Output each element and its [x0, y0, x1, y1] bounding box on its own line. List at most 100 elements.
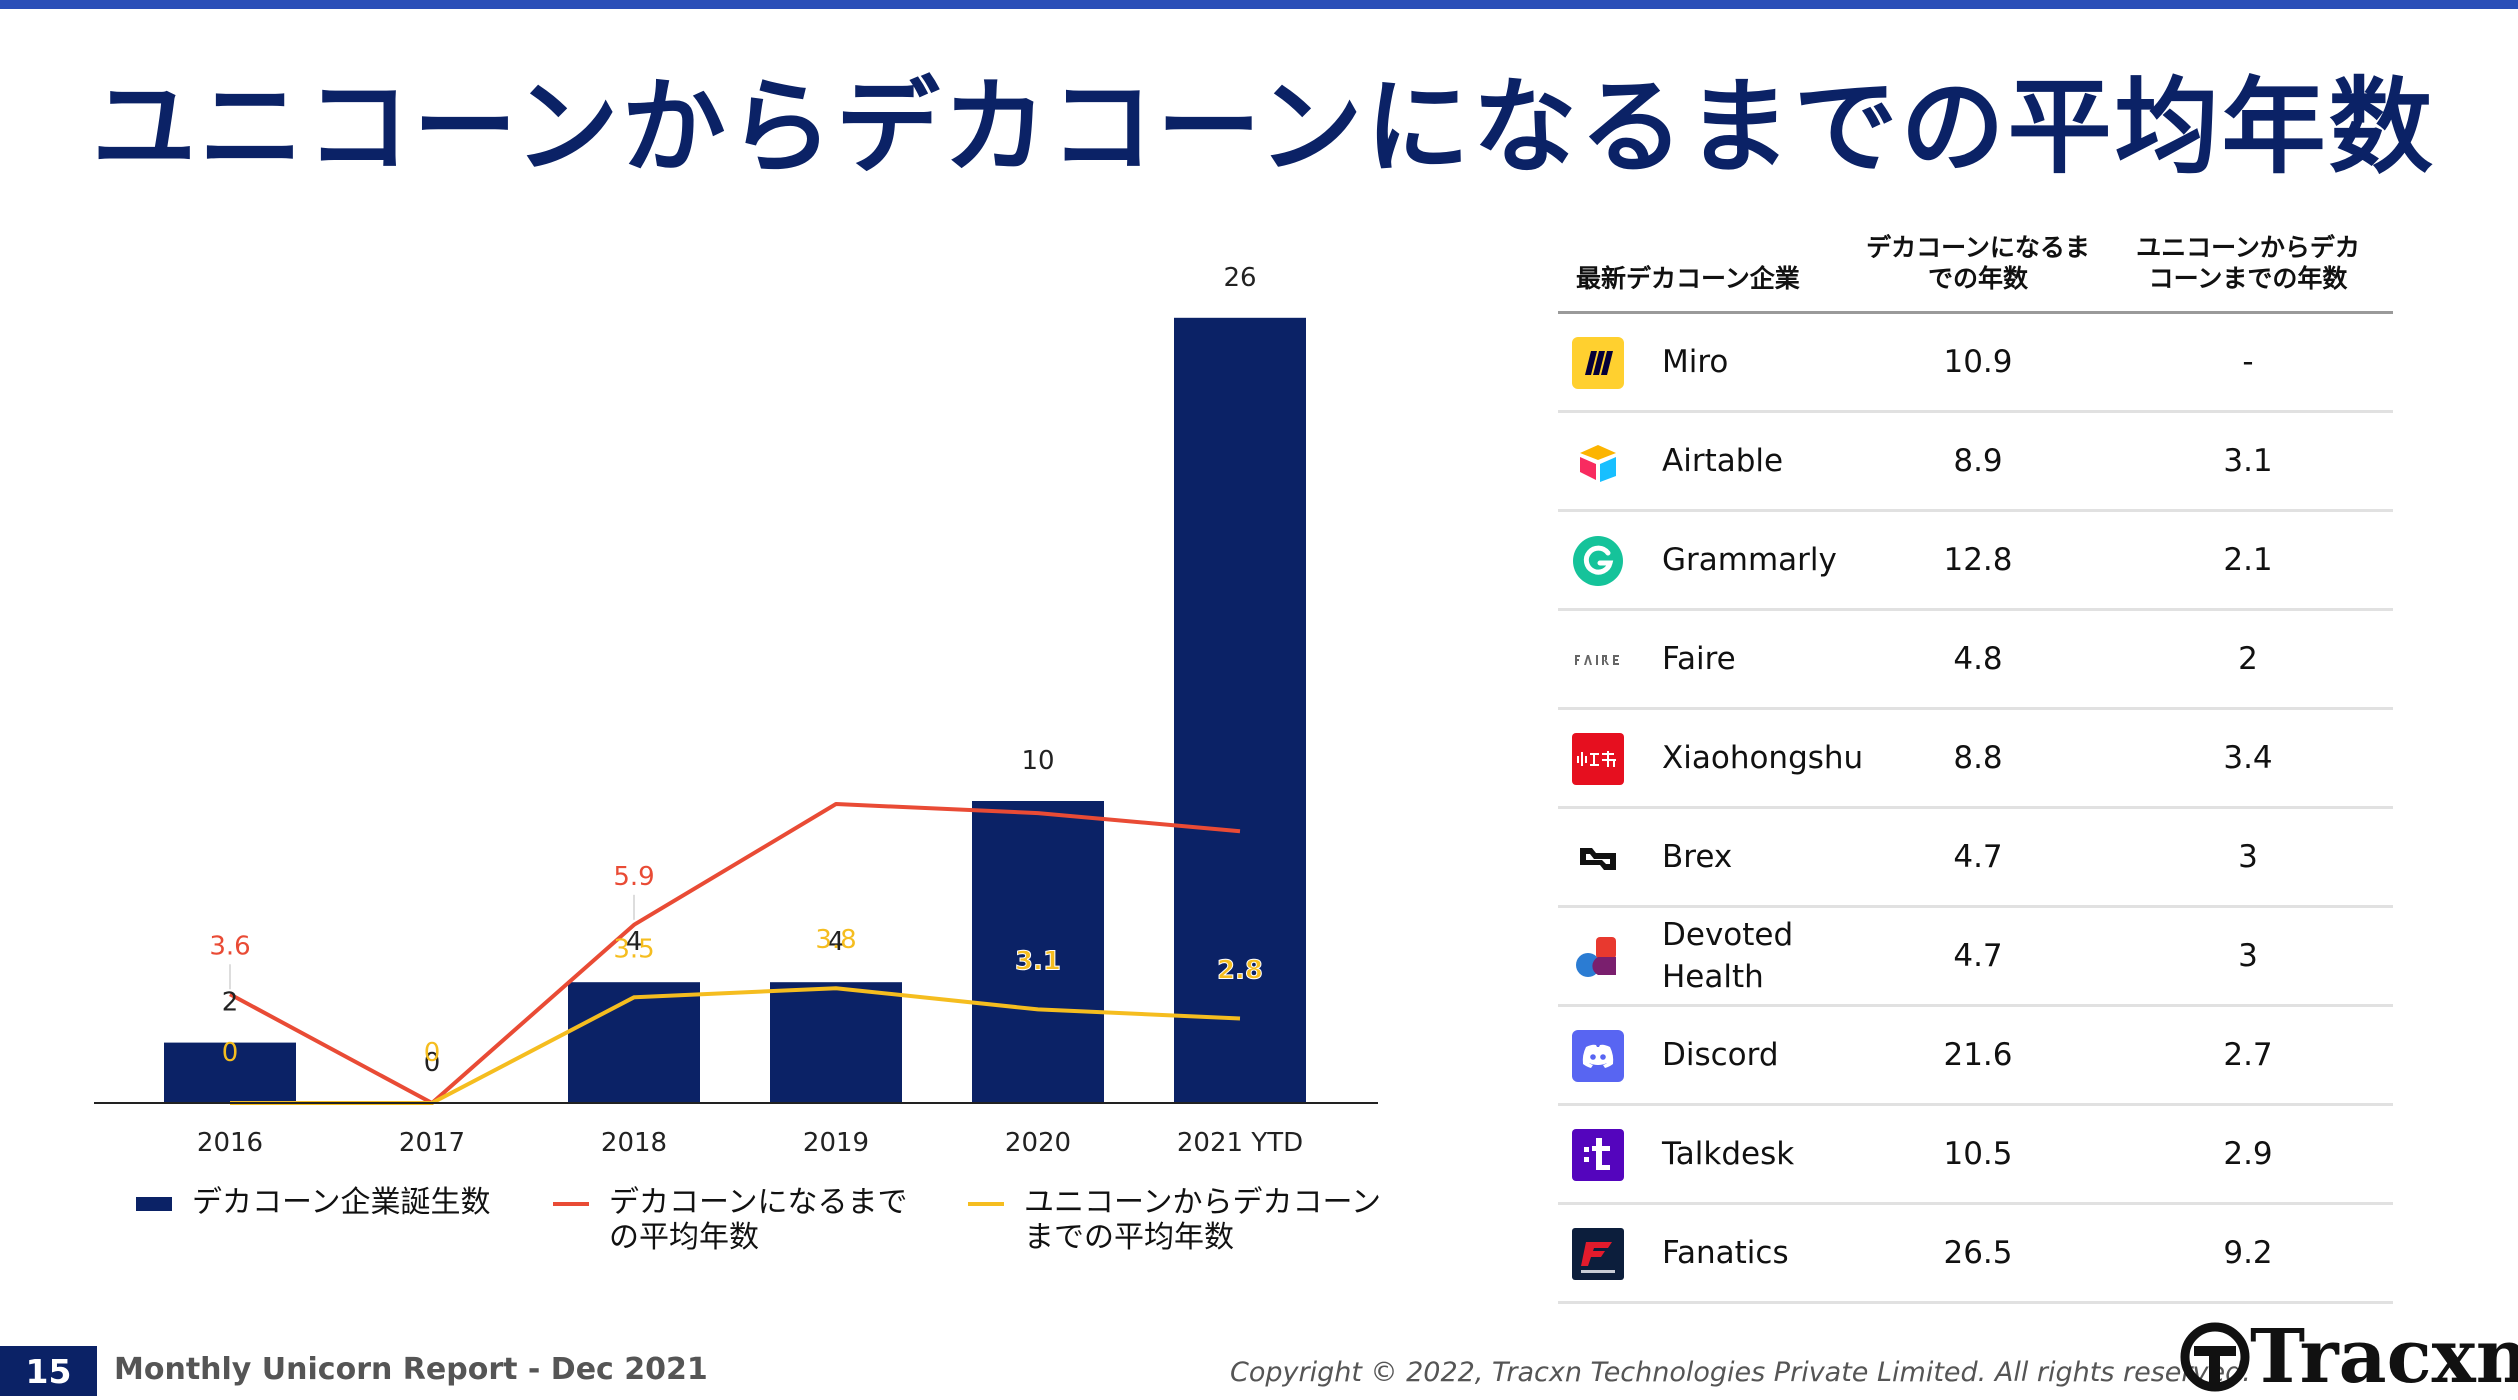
table-header: 最新デカコーン企業 デカコーンになるま での年数 ユニコーンからデカ コーンまで… [1558, 225, 2393, 314]
top-accent-rule [0, 0, 2518, 9]
header-years-to-decacorn-line1: デカコーンになるま [1866, 233, 2090, 262]
company-name: Grammarly [1662, 542, 1837, 578]
red-line-avg-years-to-decacorn [229, 802, 1241, 1105]
yellow-label-2020: 3.1 [1015, 946, 1061, 976]
years-unicorn-to-decacorn: 3.1 [2223, 443, 2273, 479]
table-row: Brex 4.7 3 [1558, 809, 2393, 908]
bar-label-2021 YTD: 26 [1223, 263, 1256, 293]
brand-name: Tracxn [2250, 1314, 2518, 1400]
company-name: Airtable [1662, 443, 1784, 479]
copyright-text: Copyright © 2022, Tracxn Technologies Pr… [1230, 1357, 2251, 1388]
bar-label-2019: 4 [828, 927, 845, 957]
years-unicorn-to-decacorn: 3 [2238, 938, 2258, 974]
table-row: Talkdesk 10.5 2.9 [1558, 1106, 2393, 1205]
company-name: Discord [1662, 1037, 1779, 1073]
company-name: Faire [1662, 641, 1736, 677]
company-name: Xiaohongshu [1662, 740, 1864, 776]
legend-yellow-label-1: ユニコーンからデカコーン [1024, 1185, 1381, 1220]
company-name: Devoted Health [1662, 917, 1794, 995]
table-row: Xiaohongshu 8.8 3.4 [1558, 710, 2393, 809]
bar-label-2017: 0 [424, 1048, 441, 1078]
years-unicorn-to-decacorn: 3 [2238, 839, 2258, 875]
years-unicorn-to-decacorn: 9.2 [2223, 1235, 2273, 1271]
company-name: Brex [1662, 839, 1733, 875]
page-number: 15 [0, 1346, 97, 1396]
bar-2021 YTD [1174, 317, 1306, 1103]
table-row: Miro 10.9 - [1558, 314, 2393, 413]
header-company: 最新デカコーン企業 [1576, 264, 1800, 293]
years-unicorn-to-decacorn: 2.1 [2223, 542, 2273, 578]
years-unicorn-to-decacorn: - [2242, 344, 2254, 380]
years-unicorn-to-decacorn: 2.7 [2223, 1037, 2273, 1073]
yellow-label-2021 YTD: 2.8 [1217, 955, 1263, 985]
talkdesk-logo-icon [1572, 1129, 1624, 1181]
years-to-decacorn: 4.7 [1953, 938, 2003, 974]
bar-2018 [568, 982, 700, 1103]
legend-yellow-label-2: までの平均年数 [1024, 1220, 1234, 1255]
grammarly-logo-icon [1572, 535, 1624, 587]
legend-bar-label: デカコーン企業誕生数 [192, 1185, 491, 1220]
legend-yellow-swatch [968, 1202, 1004, 1206]
tracxn-logo-icon [2180, 1322, 2250, 1392]
airtable-logo-icon [1572, 436, 1624, 488]
xiaohongshu-logo-icon [1572, 733, 1624, 785]
fanatics-logo-icon [1572, 1228, 1624, 1280]
faire-logo-icon [1572, 634, 1624, 686]
bar-2016 [164, 1042, 296, 1103]
years-to-decacorn: 21.6 [1943, 1037, 2013, 1073]
yellow-label-2016: 0 [222, 1038, 239, 1068]
miro-logo-icon [1572, 337, 1624, 389]
yellow-label-2019: 3.8 [815, 925, 856, 955]
discord-logo-icon [1572, 1030, 1624, 1082]
bar-label-2016: 2 [222, 988, 239, 1018]
table-row: Fanatics 26.5 9.2 [1558, 1205, 2393, 1304]
years-to-decacorn: 4.8 [1953, 641, 2003, 677]
header-years-unicorn-to-decacorn-line1: ユニコーンからデカ [2136, 233, 2360, 262]
bar-label-2018: 4 [626, 927, 643, 957]
header-years-unicorn-to-decacorn-line2: コーンまでの年数 [2148, 264, 2348, 293]
years-unicorn-to-decacorn: 2.9 [2223, 1136, 2273, 1172]
tracxn-logo: Tracxn [2180, 1314, 2518, 1400]
table-row: Airtable 8.9 3.1 [1558, 413, 2393, 512]
x-tick-2016: 2016 [197, 1128, 263, 1158]
company-name: Miro [1662, 344, 1729, 380]
decacorn-table: 最新デカコーン企業 デカコーンになるま での年数 ユニコーンからデカ コーンまで… [1558, 225, 2393, 1304]
x-tick-2018: 2018 [601, 1128, 667, 1158]
devoted-health-logo-icon [1572, 931, 1624, 983]
x-tick-2021 YTD: 2021 YTD [1177, 1128, 1303, 1158]
x-tick-2020: 2020 [1005, 1128, 1071, 1158]
bar-2019 [770, 982, 902, 1103]
x-tick-2017: 2017 [399, 1128, 465, 1158]
company-name: Talkdesk [1662, 1136, 1795, 1172]
years-to-decacorn: 10.9 [1943, 344, 2013, 380]
legend-bar-swatch [136, 1197, 172, 1211]
bar-2020 [972, 801, 1104, 1103]
header-years-unicorn-to-decacorn: ユニコーンからデカ コーンまでの年数 [2128, 232, 2368, 294]
yellow-label-2018: 3.5 [613, 934, 654, 964]
years-unicorn-to-decacorn: 3.4 [2223, 740, 2273, 776]
report-title: Monthly Unicorn Report - Dec 2021 [114, 1352, 708, 1387]
years-to-decacorn: 8.8 [1953, 740, 2003, 776]
bar-label-2020: 10 [1021, 746, 1054, 776]
red-label-2018: 5.9 [613, 862, 654, 892]
years-unicorn-to-decacorn: 2 [2238, 641, 2258, 677]
years-to-decacorn: 26.5 [1943, 1235, 2013, 1271]
table-row: Faire 4.8 2 [1558, 611, 2393, 710]
table-row: Discord 21.6 2.7 [1558, 1007, 2393, 1106]
yellow-label-2017: 0 [424, 1038, 441, 1068]
red-label-2016: 3.6 [209, 931, 250, 961]
x-tick-2019: 2019 [803, 1128, 869, 1158]
legend-red-label-2: の平均年数 [609, 1220, 759, 1255]
years-to-decacorn: 12.8 [1943, 542, 2013, 578]
company-name: Fanatics [1662, 1235, 1789, 1271]
brex-logo-icon [1572, 832, 1624, 884]
years-to-decacorn: 10.5 [1943, 1136, 2013, 1172]
header-years-to-decacorn-line2: での年数 [1927, 264, 2028, 293]
legend-red-label-1: デカコーンになるまで [609, 1185, 908, 1220]
legend-red-swatch [553, 1202, 589, 1206]
header-years-to-decacorn: デカコーンになるま での年数 [1858, 232, 2098, 294]
table-row: Grammarly 12.8 2.1 [1558, 512, 2393, 611]
table-row: Devoted Health 4.7 3 [1558, 908, 2393, 1007]
years-to-decacorn: 8.9 [1953, 443, 2003, 479]
